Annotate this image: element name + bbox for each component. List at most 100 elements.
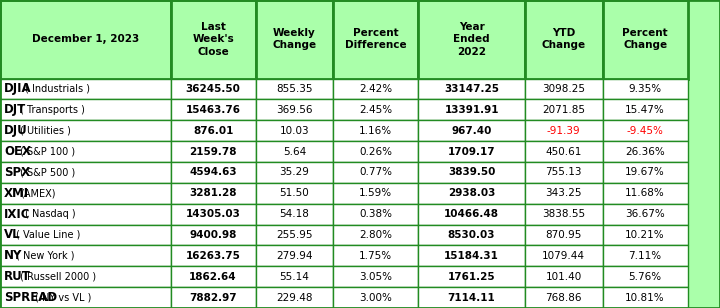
Bar	[171, 225, 256, 245]
Bar	[603, 120, 688, 141]
Bar	[418, 225, 525, 245]
Text: 36.67%: 36.67%	[625, 209, 665, 219]
Bar	[0, 79, 171, 99]
Text: 369.56: 369.56	[276, 105, 312, 115]
Text: 33147.25: 33147.25	[444, 84, 499, 94]
Text: 855.35: 855.35	[276, 84, 312, 94]
Bar	[603, 99, 688, 120]
Text: 10.03: 10.03	[279, 126, 310, 136]
Text: 870.95: 870.95	[546, 230, 582, 240]
Text: SPREAD: SPREAD	[4, 291, 57, 304]
Text: 9.35%: 9.35%	[629, 84, 662, 94]
Text: 0.26%: 0.26%	[359, 147, 392, 156]
Text: 7882.97: 7882.97	[189, 293, 237, 302]
Bar	[256, 225, 333, 245]
Bar	[418, 99, 525, 120]
Bar	[171, 79, 256, 99]
Text: 3838.55: 3838.55	[542, 209, 585, 219]
Bar	[525, 245, 603, 266]
Bar	[525, 162, 603, 183]
Text: 10.81%: 10.81%	[625, 293, 665, 302]
Text: 3.00%: 3.00%	[359, 293, 392, 302]
Bar	[0, 141, 171, 162]
Bar	[418, 120, 525, 141]
Text: XMI: XMI	[4, 187, 29, 200]
Text: 0.77%: 0.77%	[359, 168, 392, 177]
Text: OEX: OEX	[4, 145, 31, 158]
Bar	[603, 162, 688, 183]
Text: 9400.98: 9400.98	[189, 230, 237, 240]
Text: 5.64: 5.64	[283, 147, 306, 156]
Text: 450.61: 450.61	[546, 147, 582, 156]
Bar	[0, 287, 171, 308]
Bar	[418, 0, 525, 79]
Bar	[603, 225, 688, 245]
Bar	[333, 183, 418, 204]
Bar	[333, 204, 418, 225]
Bar	[256, 266, 333, 287]
Text: 13391.91: 13391.91	[444, 105, 499, 115]
Text: 15184.31: 15184.31	[444, 251, 499, 261]
Bar	[171, 141, 256, 162]
Bar	[171, 0, 256, 79]
Text: -9.45%: -9.45%	[626, 126, 664, 136]
Text: 15463.76: 15463.76	[186, 105, 240, 115]
Bar	[418, 287, 525, 308]
Text: 7114.11: 7114.11	[448, 293, 495, 302]
Bar	[0, 0, 171, 79]
Text: ( S&P 500 ): ( S&P 500 )	[20, 168, 76, 177]
Text: SPX: SPX	[4, 166, 30, 179]
Text: 15.47%: 15.47%	[625, 105, 665, 115]
Text: 229.48: 229.48	[276, 293, 312, 302]
Text: Weekly
Change: Weekly Change	[272, 28, 317, 51]
Text: 755.13: 755.13	[546, 168, 582, 177]
Bar	[333, 0, 418, 79]
Bar	[256, 79, 333, 99]
Text: 4594.63: 4594.63	[189, 168, 237, 177]
Text: 343.25: 343.25	[546, 188, 582, 198]
Bar	[171, 245, 256, 266]
Text: ( Russell 2000 ): ( Russell 2000 )	[20, 272, 96, 282]
Bar	[256, 204, 333, 225]
Bar	[525, 183, 603, 204]
Text: 1.16%: 1.16%	[359, 126, 392, 136]
Text: ( Utilities ): ( Utilities )	[20, 126, 71, 136]
Bar	[603, 0, 688, 79]
Bar	[418, 141, 525, 162]
Text: 8530.03: 8530.03	[448, 230, 495, 240]
Text: 10.21%: 10.21%	[625, 230, 665, 240]
Bar	[333, 99, 418, 120]
Bar	[418, 79, 525, 99]
Text: 1862.64: 1862.64	[189, 272, 237, 282]
Text: 2071.85: 2071.85	[542, 105, 585, 115]
Bar	[0, 99, 171, 120]
Bar	[525, 225, 603, 245]
Bar	[171, 99, 256, 120]
Text: 5.76%: 5.76%	[629, 272, 662, 282]
Bar	[603, 79, 688, 99]
Text: 35.29: 35.29	[279, 168, 310, 177]
Text: 2159.78: 2159.78	[189, 147, 237, 156]
Text: 19.67%: 19.67%	[625, 168, 665, 177]
Bar	[256, 162, 333, 183]
Bar	[256, 287, 333, 308]
Bar	[171, 287, 256, 308]
Text: ( Nasdaq ): ( Nasdaq )	[25, 209, 76, 219]
Bar	[256, 0, 333, 79]
Text: 2.42%: 2.42%	[359, 84, 392, 94]
Text: 1079.44: 1079.44	[542, 251, 585, 261]
Text: 3839.50: 3839.50	[448, 168, 495, 177]
Bar	[0, 204, 171, 225]
Bar	[418, 162, 525, 183]
Bar	[603, 141, 688, 162]
Bar	[256, 99, 333, 120]
Text: 1761.25: 1761.25	[448, 272, 495, 282]
Text: 10466.48: 10466.48	[444, 209, 499, 219]
Text: (AMEX): (AMEX)	[20, 188, 56, 198]
Bar	[525, 120, 603, 141]
Text: Percent
Difference: Percent Difference	[345, 28, 407, 51]
Bar	[333, 225, 418, 245]
Text: 1.59%: 1.59%	[359, 188, 392, 198]
Text: Last
Week's
Close: Last Week's Close	[192, 22, 234, 57]
Text: 279.94: 279.94	[276, 251, 312, 261]
